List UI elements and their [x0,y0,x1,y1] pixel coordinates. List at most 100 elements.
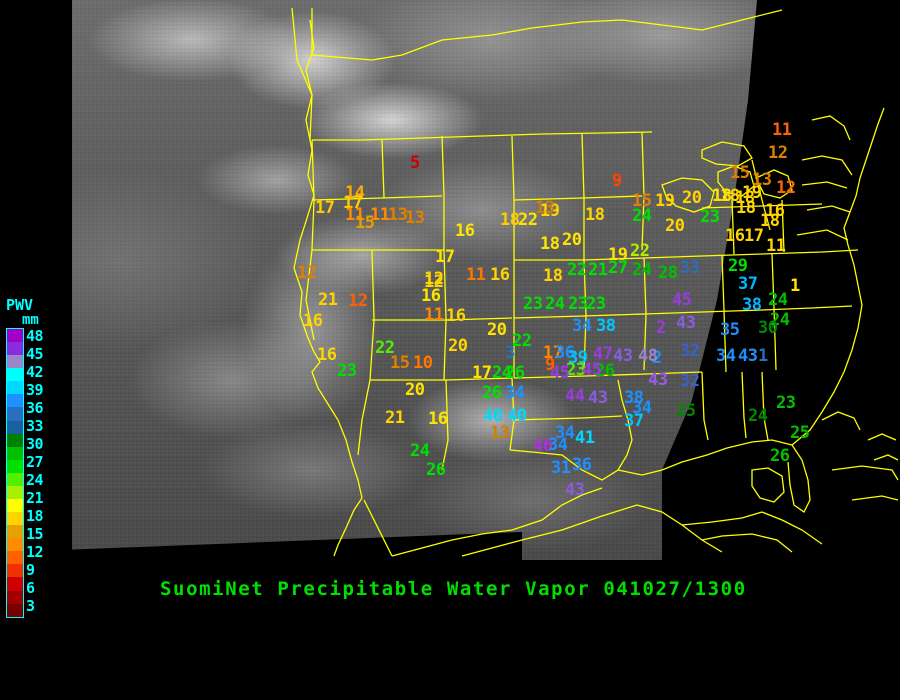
pwv-value-label: 14 [345,183,365,203]
page-title: SuomiNet Precipitable Water Vapor 041027… [160,578,747,600]
pwv-value-label: 24 [768,290,788,310]
legend-swatch [7,603,23,617]
pwv-value-label: 40 [507,406,527,426]
pwv-value-label: 15 [730,163,750,183]
legend-tick-label: 24 [26,471,44,489]
pwv-value-label: 16 [428,409,448,429]
pwv-value-label: 24 [492,363,512,383]
pwv-value-label: 39 [568,348,588,368]
legend-tick-label: 3 [26,597,35,615]
pwv-value-label: 26 [426,460,446,480]
legend-tick-label: 12 [26,543,44,561]
legend-swatch [7,499,23,513]
legend-swatch [7,551,23,565]
pwv-colorbar-legend: PWV mm 48 45 42 39 36 33 30 27 24 21 18 15 12 9 6 3 [0,296,60,626]
pwv-value-label: 43 [613,346,633,366]
pwv-value-label: 19 [655,191,675,211]
pwv-value-label: 18 [720,186,740,206]
pwv-value-label: 24 [632,260,652,280]
off-disk-top-left [62,0,72,560]
pwv-value-label: 22 [567,260,587,280]
pwv-value-label: 18 [760,211,780,231]
pwv-value-label: 43 [588,388,608,408]
pwv-value-label: 11 [766,236,786,256]
pwv-value-label: 13 [752,170,772,190]
pwv-value-label: 43 [676,313,696,333]
legend-tick-label: 36 [26,399,44,417]
legend-swatch [7,525,23,539]
pwv-value-label: 37 [738,274,758,294]
pwv-value-label: 15 [632,191,652,211]
pwv-value-label: 28 [658,263,678,283]
legend-swatch [7,577,23,591]
pwv-value-label: 34 [632,398,652,418]
pwv-value-label: 26 [595,361,615,381]
pwv-value-label: 18 [500,210,520,230]
pwv-value-label: 34 [716,346,736,366]
pwv-value-label: 23 [568,294,588,314]
pwv-value-label: 1 [790,276,800,296]
legend-swatch [7,433,23,447]
pwv-value-label: 19 [540,201,560,221]
pwv-value-label: 19 [742,183,762,203]
pwv-value-label: 22 [518,210,538,230]
pwv-value-label: 34 [548,435,568,455]
pwv-value-label: 48 [638,346,658,366]
pwv-value-label: 23 [523,294,543,314]
pwv-value-label: 18 [543,266,563,286]
legend-tick-labels: 48 45 42 39 36 33 30 27 24 21 18 15 12 9 6 3 [26,328,60,616]
pwv-value-label: 24 [632,206,652,226]
pwv-value-label: 17 [472,363,492,383]
pwv-value-label: 17 [343,193,363,213]
pwv-value-label: 3 [505,343,515,363]
pwv-value-label: 16 [446,306,466,326]
pwv-value-label: 27 [608,258,628,278]
legend-swatch [7,564,23,578]
legend-tick-label: 45 [26,345,44,363]
pwv-value-label: 30 [758,318,778,338]
pwv-value-label: 11 [466,265,486,285]
pwv-value-label: 36 [572,455,592,475]
pwv-value-label: 12 [776,178,796,198]
legend-swatch [7,407,23,421]
pwv-value-label: 32 [680,341,700,361]
map-outlines [291,7,899,557]
pwv-value-label: 25 [676,401,696,421]
legend-swatch [7,459,23,473]
pwv-value-label: 20 [405,380,425,400]
legend-swatch [7,329,23,343]
pwv-value-label: 16 [765,201,785,221]
pwv-value-label: 24 [748,406,768,426]
pwv-value-label: 13 [490,423,510,443]
pwv-value-label: 21 [385,408,405,428]
pwv-value-label: 23 [776,393,796,413]
pwv-value-label: 22 [375,338,395,358]
pwv-value-label: 20 [487,320,507,340]
pwv-value-label: 9 [612,171,622,191]
pwv-value-label: 12 [297,263,317,283]
legend-swatch [7,355,23,369]
pwv-value-label: 43 [565,480,585,500]
pwv-value-label: 38 [742,295,762,315]
pwv-value-label: 15 [355,213,375,233]
pwv-value-label: 45 [582,360,602,380]
pwv-value-label: 11 [424,305,444,325]
pwv-value-label: 34 [505,383,525,403]
pwv-value-label: 12 [424,272,444,292]
pwv-value-label: 37 [624,411,644,431]
pwv-value-label: 26 [482,383,502,403]
pwv-value-label: 20 [562,230,582,250]
legend-swatch [7,342,23,356]
pwv-value-label: 18 [540,234,560,254]
pwv-value-label: 38 [596,316,616,336]
pwv-value-label: 35 [720,320,740,340]
pwv-value-label: 18 [712,186,732,206]
legend-color-bar [6,328,24,618]
pwv-value-label: 19 [608,245,628,265]
pwv-value-label: 13 [535,198,555,218]
legend-tick-label: 15 [26,525,44,543]
pwv-value-label: 16 [455,221,475,241]
legend-swatch [7,381,23,395]
pwv-value-label: 29 [728,256,748,276]
pwv-value-label: 21 [588,260,608,280]
